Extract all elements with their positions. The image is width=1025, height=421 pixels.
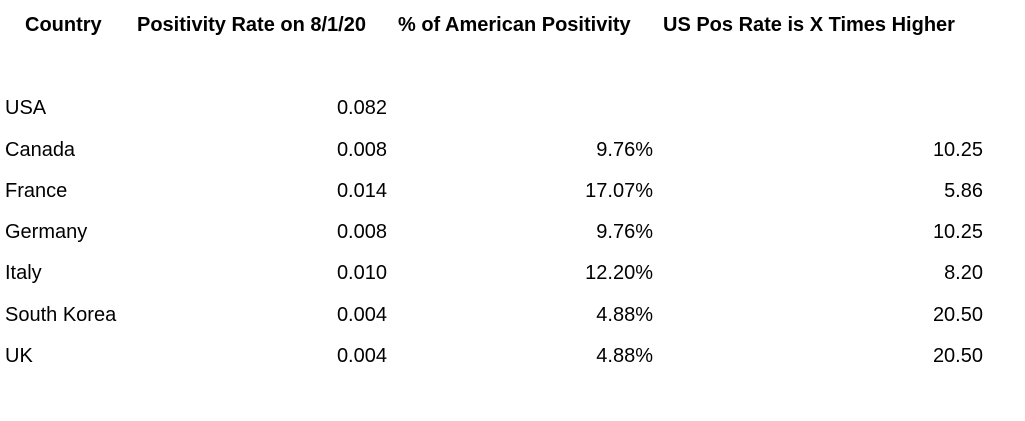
cell-times[interactable]: 20.50 <box>932 304 983 326</box>
cell-country[interactable]: France <box>5 180 68 202</box>
header-times-higher[interactable]: US Pos Rate is X Times Higher <box>663 14 955 36</box>
cell-country[interactable]: Italy <box>5 262 42 284</box>
cell-rate[interactable]: 0.008 <box>336 221 387 243</box>
cell-times[interactable]: 10.25 <box>932 221 983 243</box>
cell-rate[interactable]: 0.082 <box>336 97 387 119</box>
cell-rate[interactable]: 0.010 <box>336 262 387 284</box>
cell-country[interactable]: Germany <box>5 221 88 243</box>
cell-rate[interactable]: 0.014 <box>336 180 387 202</box>
header-pct-american[interactable]: % of American Positivity <box>398 14 631 36</box>
cell-pct[interactable]: 4.88% <box>596 304 653 326</box>
cell-times[interactable]: 10.25 <box>932 139 983 161</box>
cell-rate[interactable]: 0.008 <box>336 139 387 161</box>
cell-times[interactable]: 20.50 <box>932 345 983 367</box>
cell-rate[interactable]: 0.004 <box>336 304 387 326</box>
header-positivity-rate[interactable]: Positivity Rate on 8/1/20 <box>137 14 366 36</box>
header-country[interactable]: Country <box>25 14 102 36</box>
cell-pct[interactable]: 9.76% <box>596 221 653 243</box>
cell-rate[interactable]: 0.004 <box>336 345 387 367</box>
cell-country[interactable]: UK <box>5 345 33 367</box>
cell-pct[interactable]: 17.07% <box>585 180 653 202</box>
cell-country[interactable]: USA <box>5 97 47 119</box>
cell-pct[interactable]: 12.20% <box>585 262 653 284</box>
cell-times[interactable]: 8.20 <box>944 262 983 284</box>
cell-times[interactable]: 5.86 <box>944 180 983 202</box>
cell-country[interactable]: Canada <box>5 139 76 161</box>
cell-pct[interactable]: 9.76% <box>596 139 653 161</box>
cell-pct[interactable]: 4.88% <box>596 345 653 367</box>
cell-country[interactable]: South Korea <box>5 304 117 326</box>
